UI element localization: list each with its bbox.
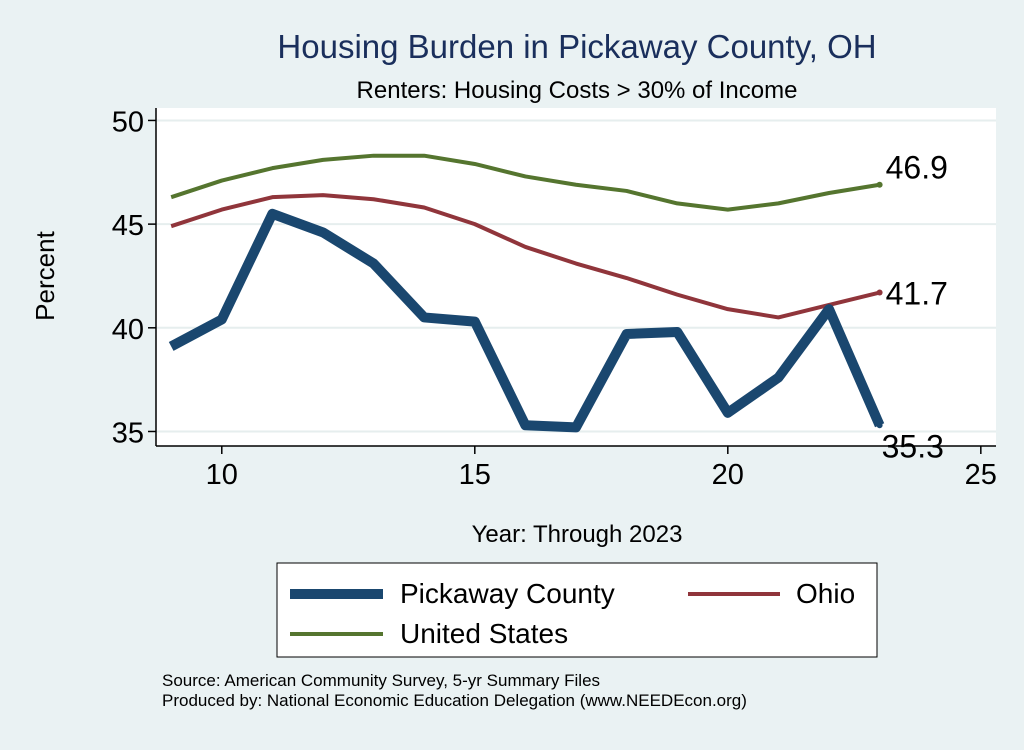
chart-title: Housing Burden in Pickaway County, OH (277, 28, 876, 65)
end-label-pickaway-county: 35.3 (882, 428, 944, 464)
series-line-united-states (170, 153, 880, 212)
end-label-united-states: 46.9 (886, 150, 948, 186)
y-tick-label-35: 35 (112, 417, 144, 449)
y-axis-title: Percent (30, 230, 60, 320)
source-note: Source: American Community Survey, 5-yr … (162, 671, 601, 690)
end-point-ohio (876, 289, 883, 296)
x-tick-label-25: 25 (965, 459, 997, 491)
x-tick-label-15: 15 (459, 459, 491, 491)
y-tick-label-40: 40 (112, 314, 144, 346)
end-label-ohio: 41.7 (886, 276, 948, 312)
end-point-pickaway-county (876, 422, 883, 429)
producer-note: Produced by: National Economic Education… (162, 691, 747, 710)
legend: Pickaway County Ohio United States (276, 562, 878, 658)
axes: 35 40 45 50 10 15 20 25 (112, 106, 997, 491)
x-axis-title: Year: Through 2023 (472, 521, 683, 548)
legend-label-us: United States (400, 618, 568, 649)
chart-subtitle: Renters: Housing Costs > 30% of Income (357, 77, 798, 104)
legend-box (276, 562, 878, 658)
series-line-pickaway-county (168, 208, 885, 433)
end-point-united-states (876, 181, 883, 188)
x-tick-label-20: 20 (712, 459, 744, 491)
end-labels: 35.3 41.7 46.9 (876, 150, 948, 464)
legend-label-pickaway: Pickaway County (400, 578, 615, 609)
x-tick-label-10: 10 (206, 459, 238, 491)
series-line-ohio (170, 193, 881, 320)
y-tick-label-45: 45 (112, 210, 144, 242)
legend-label-ohio: Ohio (796, 578, 855, 609)
series-lines (168, 153, 885, 433)
y-tick-label-50: 50 (112, 106, 144, 138)
